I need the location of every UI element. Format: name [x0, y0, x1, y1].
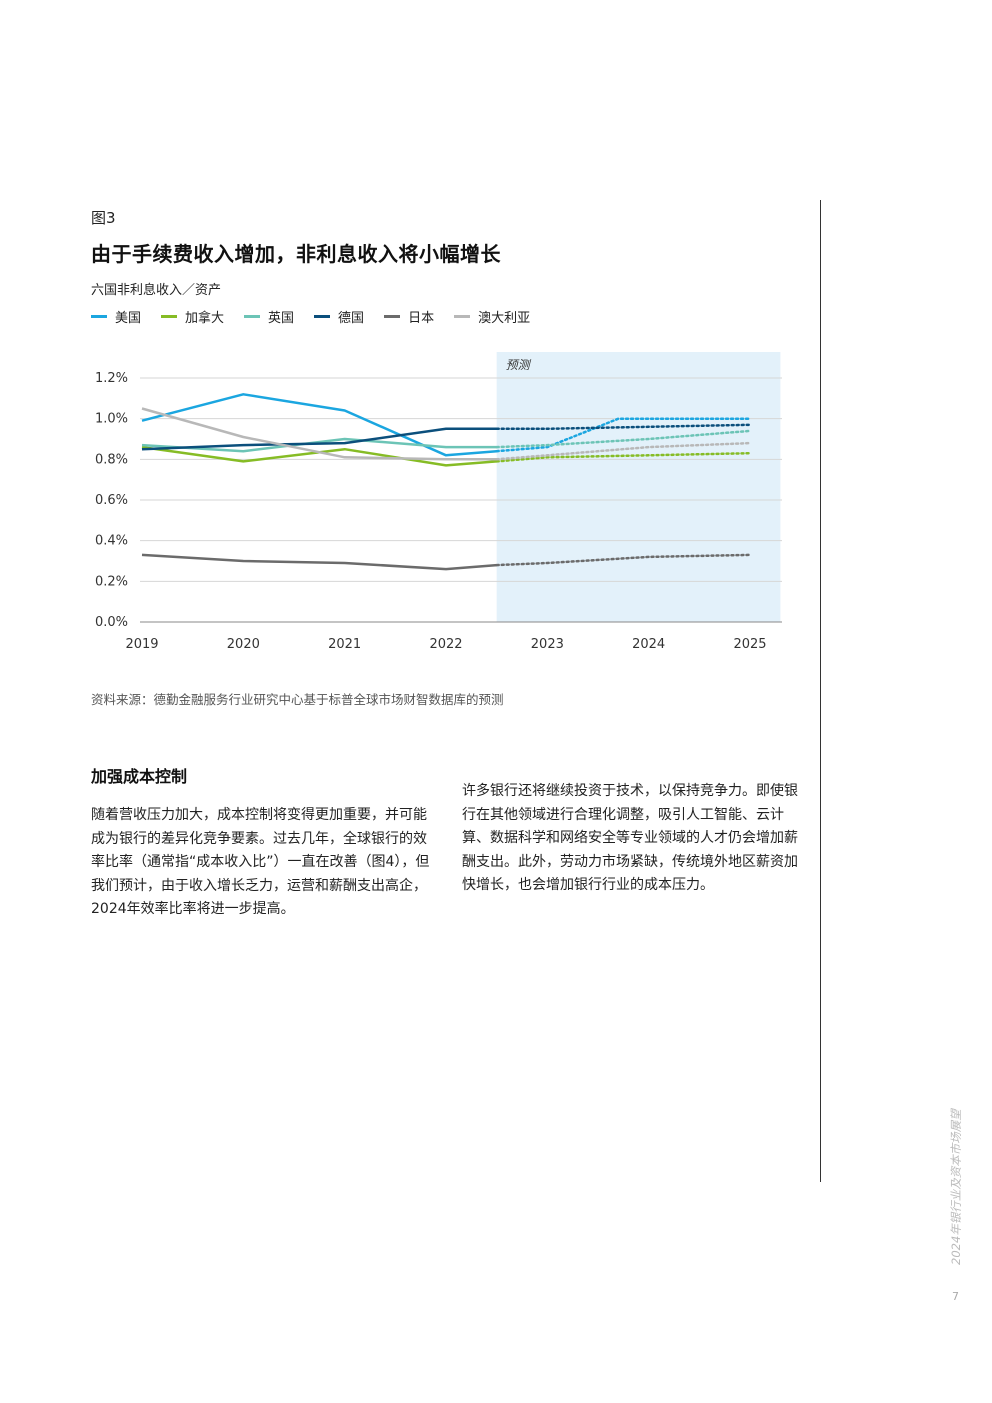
series-line-forecast-1 — [495, 451, 752, 463]
series-line-forecast-5 — [495, 441, 752, 461]
legend-item-canada: 加拿大 — [161, 307, 224, 326]
column-divider — [820, 200, 821, 1182]
series-line-actual-2 — [141, 437, 497, 453]
legend-label-germany: 德国 — [338, 311, 365, 326]
forecast-region — [496, 352, 781, 622]
side-running-title: 2024年银行业及资本市场展望 — [949, 1109, 963, 1265]
x-tick-label: 2023 — [531, 637, 564, 652]
figure-subtitle: 六国非利息收入／资产 — [91, 283, 222, 298]
legend-item-australia: 澳大利亚 — [454, 307, 530, 326]
chart-legend: 美国 加拿大 英国 德国 日本 澳大利亚 — [91, 307, 550, 326]
series-line-forecast-2 — [495, 429, 752, 449]
x-tick-label: 2019 — [125, 637, 158, 652]
y-tick-label: 0.8% — [95, 452, 128, 467]
figure-label: 图3 — [91, 209, 116, 227]
source-note: 资料来源：德勤金融服务行业研究中心基于标普全球市场财智数据库的预测 — [91, 692, 504, 707]
legend-swatch-japan — [384, 315, 401, 318]
legend-item-germany: 德国 — [314, 307, 364, 326]
body-paragraph-1: 随着营收压力加大，成本控制将变得更加重要，并可能成为银行的差异化竞争要素。过去几… — [91, 807, 430, 917]
legend-label-canada: 加拿大 — [185, 311, 225, 326]
x-tick-label: 2025 — [733, 637, 766, 652]
section-title: 加强成本控制 — [91, 767, 188, 786]
legend-label-japan: 日本 — [408, 311, 435, 326]
x-tick-label: 2024 — [632, 637, 665, 652]
x-tick-label: 2021 — [328, 637, 361, 652]
y-tick-label: 0.2% — [95, 574, 128, 589]
legend-swatch-germany — [314, 315, 331, 318]
forecast-label: 预测 — [506, 358, 532, 372]
series-line-forecast-0 — [495, 417, 752, 453]
legend-swatch-canada — [161, 315, 178, 318]
x-tick-label: 2022 — [429, 637, 462, 652]
y-tick-label: 0.6% — [95, 493, 128, 508]
legend-label-uk: 英国 — [268, 311, 295, 326]
legend-item-us: 美国 — [91, 307, 141, 326]
legend-item-uk: 英国 — [244, 307, 294, 326]
legend-item-japan: 日本 — [384, 307, 434, 326]
y-tick-label: 1.2% — [95, 371, 128, 386]
x-tick-label: 2020 — [227, 637, 260, 652]
figure-title: 由于手续费收入增加，非利息收入将小幅增长 — [91, 242, 501, 266]
legend-label-australia: 澳大利亚 — [478, 311, 531, 326]
series-line-actual-1 — [141, 445, 497, 467]
legend-swatch-australia — [454, 315, 471, 318]
page-number: 7 — [952, 1290, 959, 1303]
line-chart-svg: 预测 0.0% 0.2% 0.4% 0.6% 0.8% 1.0% 1.2% 2019 2020 20… — [95, 352, 782, 652]
line-chart: 预测 0.0% 0.2% 0.4% 0.6% 0.8% 1.0% 1.2% 2019 2020 20… — [85, 345, 785, 665]
y-tick-label: 0.0% — [95, 615, 128, 630]
series-line-forecast-3 — [495, 423, 752, 431]
legend-label-us: 美国 — [115, 311, 142, 326]
y-tick-label: 0.4% — [95, 534, 128, 549]
series-line-forecast-4 — [495, 553, 752, 567]
y-tick-label: 1.0% — [95, 412, 128, 427]
series-line-actual-5 — [141, 407, 497, 461]
body-paragraph-2: 许多银行还将继续投资于技术，以保持竞争力。即使银行在其他领域进行合理化调整，吸引… — [462, 783, 798, 893]
series-line-actual-3 — [141, 427, 497, 451]
series-line-actual-0 — [141, 393, 497, 457]
legend-swatch-uk — [244, 315, 261, 318]
legend-swatch-us — [91, 315, 107, 318]
series-line-actual-4 — [141, 553, 497, 571]
